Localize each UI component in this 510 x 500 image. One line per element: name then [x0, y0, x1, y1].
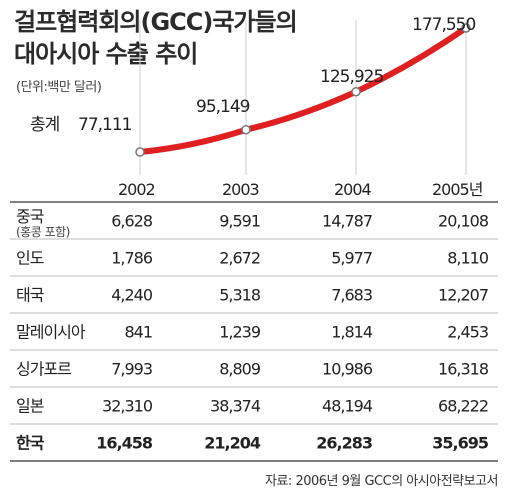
- series-label-total: 총계: [30, 115, 59, 135]
- table-cell: 16,318: [438, 360, 489, 379]
- data-point: [461, 23, 471, 33]
- row-sublabel: (홍콩 포함): [16, 225, 70, 239]
- table-cell: 2,453: [447, 323, 488, 342]
- table-cell: 16,458: [96, 434, 153, 453]
- table-cell: 26,283: [316, 434, 372, 453]
- table-cell: 10,986: [322, 360, 373, 379]
- data-label: 125,925: [320, 67, 383, 87]
- data-point: [135, 147, 145, 157]
- data-label: 77,111: [78, 115, 132, 135]
- data-label: 95,149: [196, 97, 250, 117]
- table-cell: 5,318: [219, 286, 261, 305]
- data-label: 177,550: [412, 15, 475, 35]
- table-cell: 5,977: [331, 249, 372, 268]
- data-point: [351, 86, 361, 97]
- row-label: 태국: [16, 286, 44, 305]
- table-cell: 1,786: [111, 249, 153, 268]
- table-cell: 1,814: [331, 323, 373, 342]
- data-point: [241, 124, 251, 135]
- x-tick-label: 2004: [334, 180, 372, 199]
- table-cell: 7,993: [111, 360, 152, 379]
- row-label: 인도: [16, 249, 44, 268]
- table-cell: 7,683: [331, 286, 372, 305]
- table-cell: 14,787: [322, 212, 372, 231]
- table-cell: 841: [124, 323, 152, 342]
- row-label: 싱가포르: [16, 360, 71, 379]
- table-cell: 8,110: [447, 249, 489, 268]
- x-tick-label: 2002: [118, 180, 155, 199]
- row-label: 말레이시아: [16, 323, 86, 342]
- table-cell: 48,194: [322, 397, 373, 416]
- x-tick-label: 2005년: [432, 180, 483, 199]
- table-cell: 8,809: [219, 360, 261, 379]
- table-cell: 4,240: [111, 286, 153, 305]
- table-cell: 6,628: [111, 212, 153, 231]
- row-label: 일본: [16, 397, 44, 416]
- table-cell: 20,108: [438, 212, 489, 231]
- x-tick-label: 2003: [222, 180, 259, 199]
- chart-title-line1: 걸프협력회의(GCC)국가들의: [14, 8, 298, 36]
- row-label: 중국: [16, 207, 44, 226]
- table-cell: 21,204: [204, 434, 261, 453]
- table-cell: 35,695: [432, 434, 489, 453]
- unit-label: (단위:백만 달러): [16, 80, 102, 95]
- table-cell: 32,310: [102, 397, 153, 416]
- table-cell: 2,672: [219, 249, 260, 268]
- table-cell: 12,207: [438, 286, 488, 305]
- table-cell: 68,222: [438, 397, 488, 416]
- row-label: 한국: [16, 434, 45, 453]
- table-cell: 9,591: [219, 212, 260, 231]
- table-cell: 38,374: [210, 397, 261, 416]
- series-line-total: [137, 25, 469, 155]
- chart-title-line2: 대아시아 수출 추이: [14, 40, 198, 68]
- source-note: 자료: 2006년 9월 GCC의 아시아전략보고서: [265, 474, 498, 489]
- table-cell: 1,239: [219, 323, 261, 342]
